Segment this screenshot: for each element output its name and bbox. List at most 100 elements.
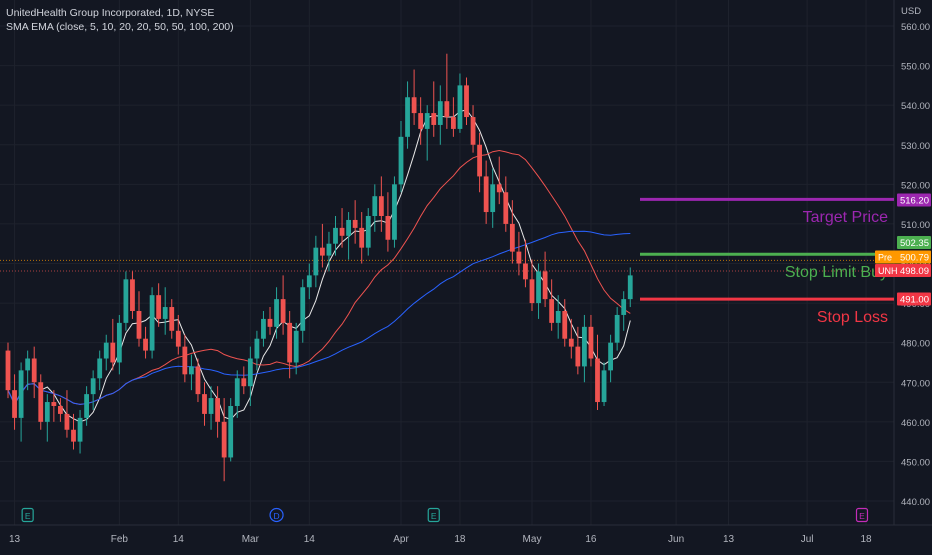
candle-body[interactable] [601,370,607,403]
candle-body[interactable] [536,271,541,304]
candle-body[interactable] [496,184,502,193]
candle-body[interactable] [241,378,247,387]
candle-body[interactable] [385,216,391,240]
candle-body[interactable] [503,192,509,224]
candle-body[interactable] [398,136,404,185]
candle-body[interactable] [457,85,463,129]
candle-body[interactable] [575,346,581,367]
candle-body[interactable] [202,394,207,414]
candle-body[interactable] [162,307,168,319]
candle-body[interactable] [31,358,37,383]
candle-body[interactable] [18,370,24,418]
candle-body[interactable] [313,247,319,276]
candle-body[interactable] [568,338,574,347]
dividend-marker[interactable] [269,507,284,523]
candle-body[interactable] [431,113,437,125]
candle-body[interactable] [287,322,293,363]
candle-body[interactable] [549,299,555,323]
candle-body[interactable] [267,318,273,327]
candle-body[interactable] [562,311,568,339]
candle-body[interactable] [71,429,76,442]
candle-body[interactable] [110,342,116,363]
candle-body[interactable] [424,113,430,129]
earnings-marker[interactable] [21,507,34,523]
candle-body[interactable] [372,196,378,216]
candle-body[interactable] [215,398,220,422]
candle-body[interactable] [293,330,299,363]
candle-body[interactable] [378,196,384,216]
candle-body[interactable] [247,358,253,387]
candle-body[interactable] [470,117,476,145]
candle-body[interactable] [123,279,129,323]
candle-body[interactable] [228,406,234,458]
candle-body[interactable] [483,176,489,213]
candle-body[interactable] [437,101,443,125]
candle-body[interactable] [38,382,44,422]
candle-body[interactable] [195,366,201,395]
candle-body[interactable] [588,326,594,359]
candle-body[interactable] [300,287,306,331]
candle-body[interactable] [221,421,227,458]
candle-body[interactable] [25,358,31,371]
candle-body[interactable] [169,307,175,331]
candle-body[interactable] [352,219,358,228]
candle-body[interactable] [529,279,535,304]
candle-body[interactable] [189,366,194,375]
candle-body[interactable] [411,97,417,114]
candle-body[interactable] [64,413,70,430]
candle-body[interactable] [333,227,338,244]
candle-body[interactable] [156,295,162,319]
candle-body[interactable] [44,402,50,422]
candle-body[interactable] [339,227,345,236]
candle-body[interactable] [608,342,613,371]
candle-body[interactable] [143,338,148,351]
candle-body[interactable] [130,279,135,311]
candle-body[interactable] [490,184,496,213]
candle-body[interactable] [405,97,410,137]
candle-body[interactable] [175,330,181,347]
candle-body[interactable] [320,247,325,256]
candle-body[interactable] [627,275,633,300]
candle-body[interactable] [306,275,312,288]
candle-body[interactable] [555,311,561,323]
candle-body[interactable] [464,85,469,118]
candle-body[interactable] [477,144,482,177]
candle-body[interactable] [51,402,57,406]
candle-body[interactable] [359,227,365,248]
candle-body[interactable] [77,417,83,442]
candle-body[interactable] [58,406,63,414]
candle-body[interactable] [346,219,351,236]
candle-body[interactable] [280,299,286,323]
candle-body[interactable] [542,271,548,300]
candle-body[interactable] [136,311,142,339]
candle-body[interactable] [116,322,122,363]
candle-body[interactable] [418,113,424,129]
candle-body[interactable] [509,223,515,252]
candle-body[interactable] [444,101,450,118]
candle-body[interactable] [392,184,397,240]
candle-body[interactable] [234,378,240,406]
candle-body[interactable] [84,394,89,418]
candle-body[interactable] [90,378,96,395]
earnings-marker[interactable] [427,507,440,523]
candle-body[interactable] [326,243,332,256]
candle-body[interactable] [365,216,371,248]
candle-body[interactable] [451,117,456,129]
candle-body[interactable] [12,390,17,418]
earnings-marker[interactable] [855,507,869,523]
candle-body[interactable] [149,295,155,351]
candle-body[interactable] [103,342,109,359]
candle-body[interactable] [261,318,266,339]
candle-body[interactable] [595,358,600,403]
candle-body[interactable] [5,350,11,391]
candle-body[interactable] [208,398,214,414]
candle-body[interactable] [274,299,279,327]
candle-body[interactable] [516,251,522,264]
candle-body[interactable] [582,326,587,367]
candle-body[interactable] [614,314,620,343]
candle-body[interactable] [523,263,528,280]
candle-body[interactable] [97,358,103,379]
candle-body[interactable] [621,299,627,315]
